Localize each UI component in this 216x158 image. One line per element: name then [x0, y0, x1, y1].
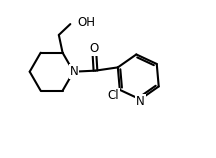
Text: O: O — [90, 43, 99, 55]
Text: Cl: Cl — [108, 89, 119, 102]
Text: N: N — [70, 65, 78, 78]
Text: OH: OH — [78, 16, 96, 29]
Text: N: N — [136, 94, 145, 108]
